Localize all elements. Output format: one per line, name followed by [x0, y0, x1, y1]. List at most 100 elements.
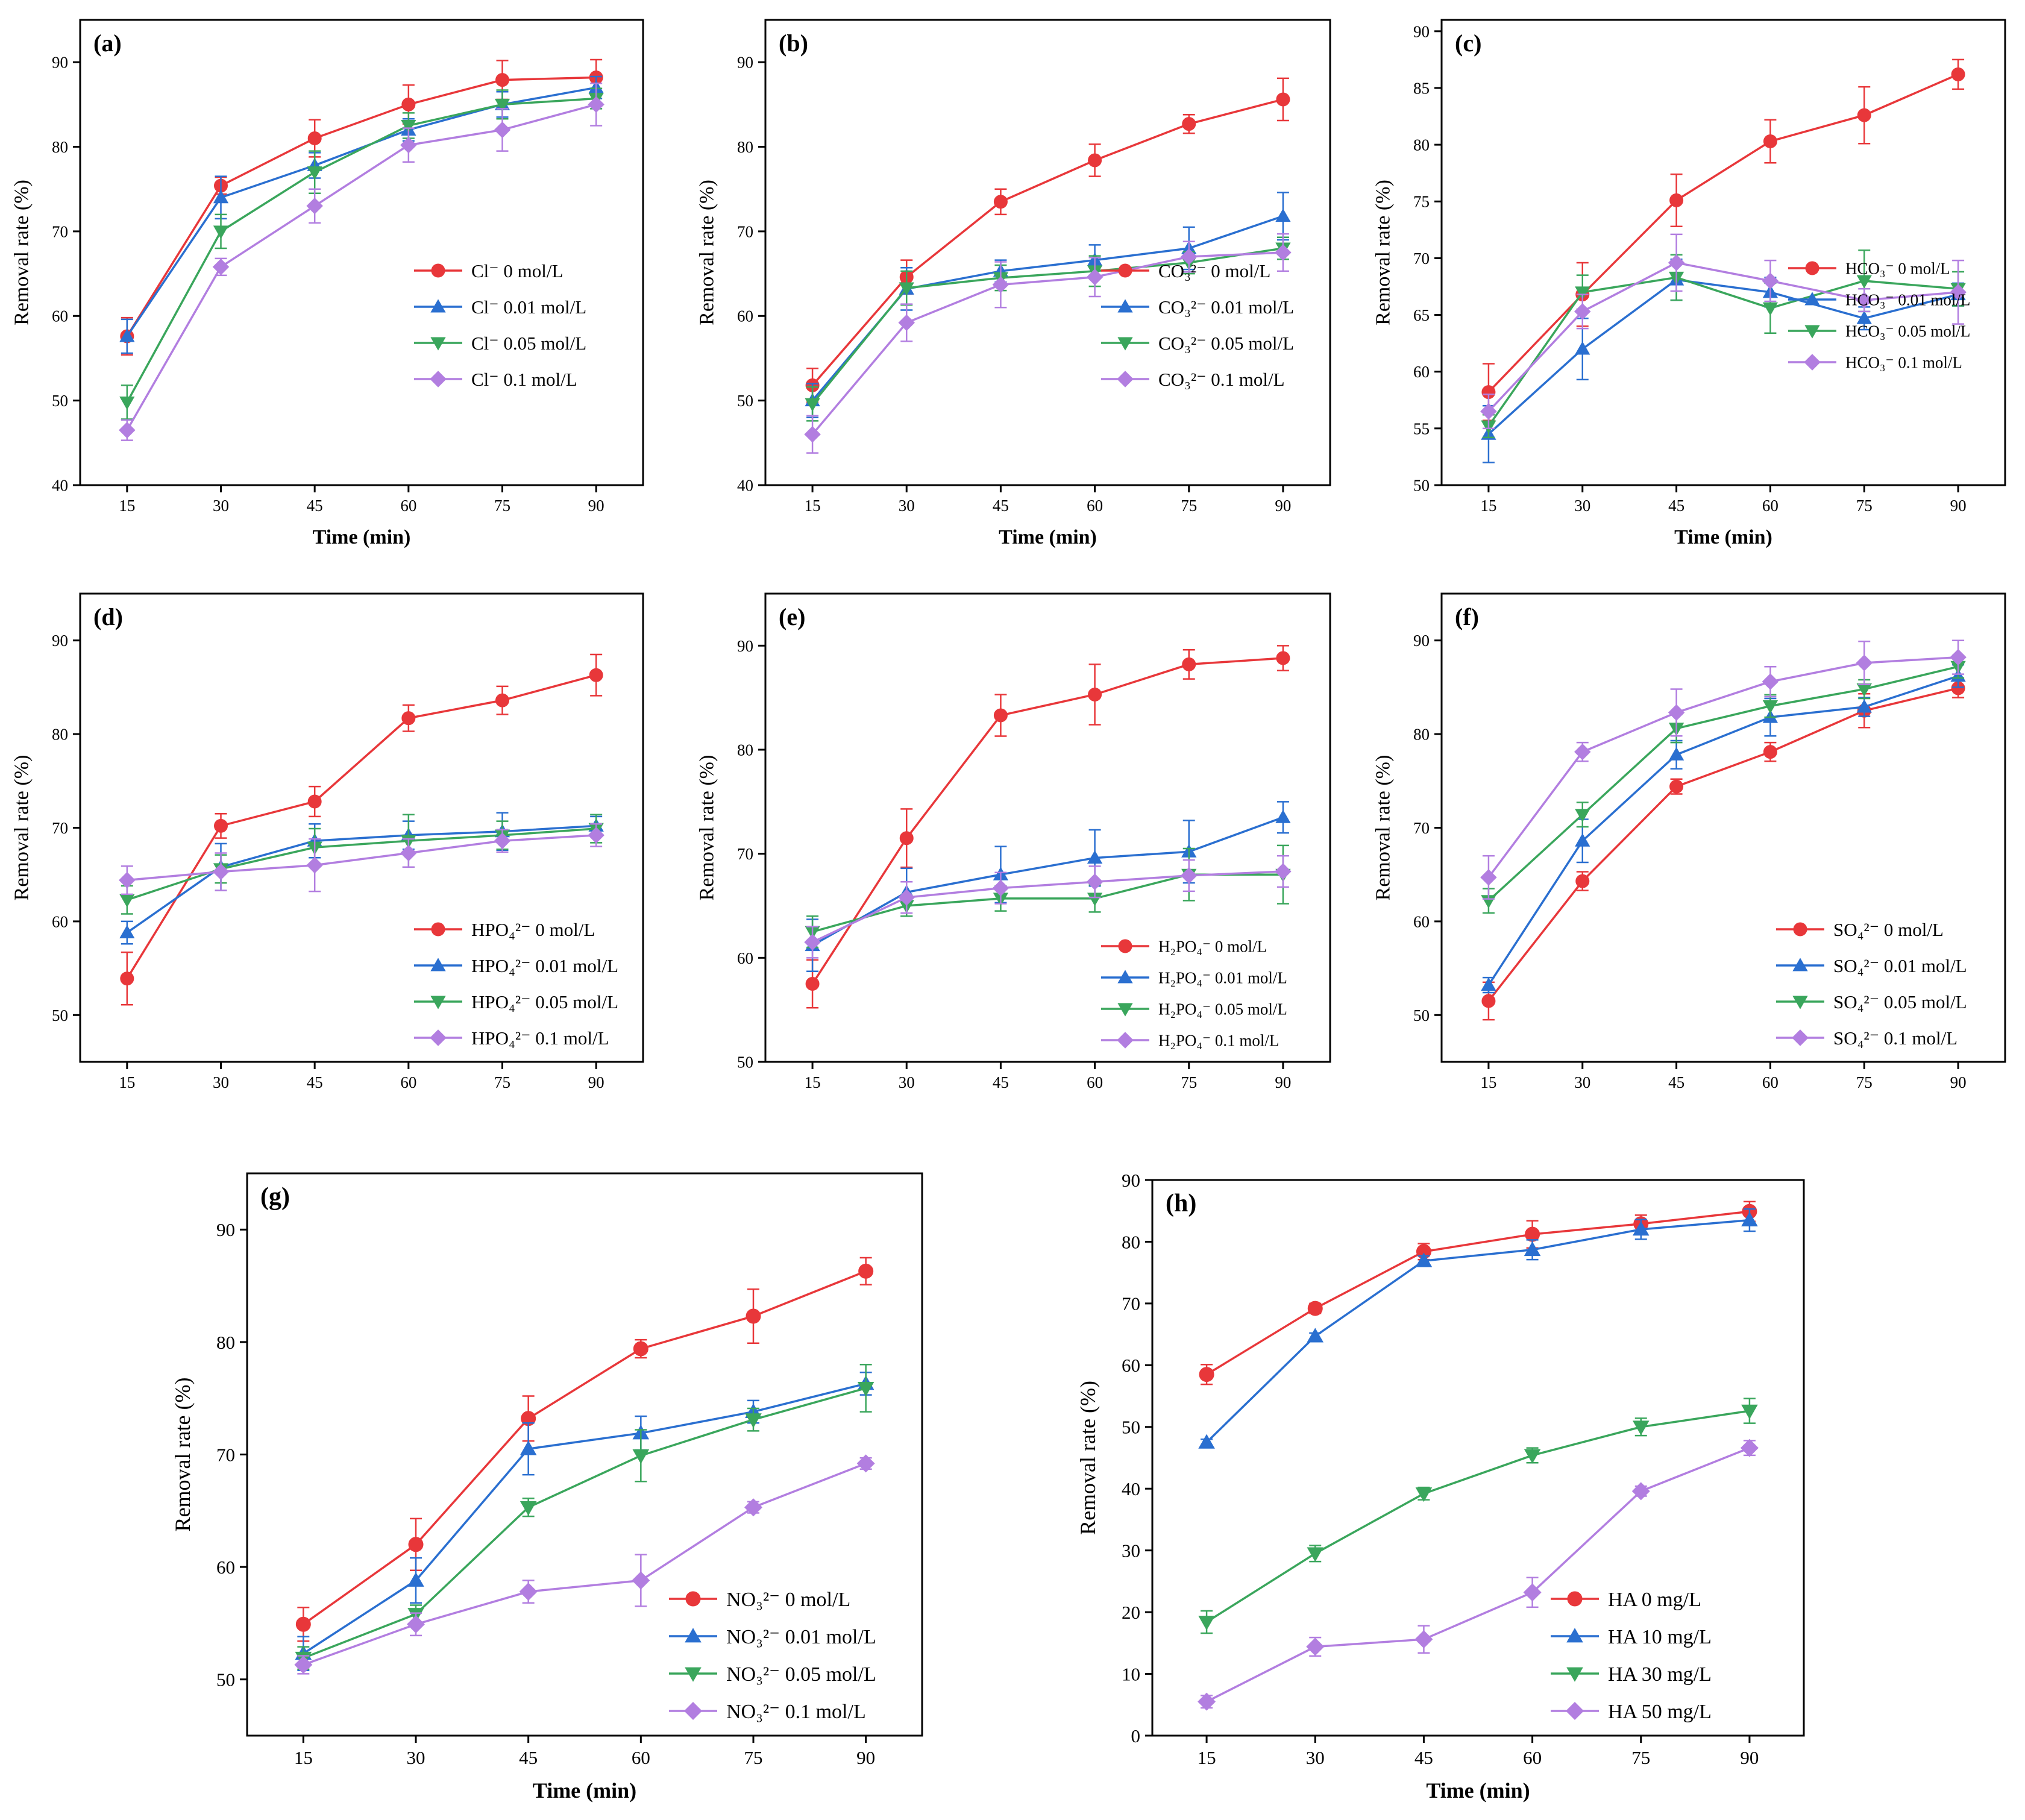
y-tick-label: 50	[737, 1053, 753, 1071]
panel-label: (a)	[93, 30, 122, 57]
x-tick-label: 30	[899, 1073, 915, 1091]
y-tick-label: 70	[52, 819, 68, 837]
x-tick-label: 75	[744, 1747, 763, 1768]
legend-label: H₂PO₄⁻ 0.01 mol/L	[1158, 968, 1287, 987]
data-point	[1524, 1449, 1541, 1464]
data-point	[1575, 341, 1590, 355]
data-point	[494, 98, 510, 113]
data-point	[519, 1583, 538, 1601]
legend: HA 0 mg/L HA 10 mg/L HA 30 mg/L HA 50 mg/L	[1551, 1589, 1712, 1723]
series-line	[812, 870, 1283, 944]
x-tick-label: 75	[1181, 497, 1197, 515]
series-line	[127, 834, 597, 882]
x-tick-label: 45	[307, 1073, 323, 1091]
data-point	[993, 708, 1008, 723]
data-point	[119, 894, 135, 908]
data-point	[494, 832, 511, 850]
data-point	[212, 259, 230, 275]
series-3	[119, 823, 604, 896]
y-tick-label: 80	[1413, 726, 1430, 744]
legend-marker	[430, 299, 446, 313]
legend-marker	[1117, 371, 1134, 388]
x-tick-label: 30	[213, 1073, 229, 1091]
y-tick-label: 90	[52, 54, 68, 72]
series-line	[1487, 276, 1959, 427]
legend-marker	[1117, 1003, 1133, 1017]
data-point	[1762, 302, 1779, 316]
data-point	[588, 96, 604, 113]
data-point	[1763, 745, 1777, 759]
data-point	[1668, 254, 1685, 271]
series-line	[812, 873, 1283, 933]
legend-label: H₂PO₄⁻ 0.05 mol/L	[1158, 1000, 1287, 1018]
data-point	[408, 1537, 424, 1552]
data-point	[1741, 1211, 1758, 1226]
data-point	[1762, 272, 1779, 289]
data-point	[1856, 699, 1872, 713]
legend-label: CO₃²⁻ 0.01 mol/L	[1158, 297, 1294, 318]
panel-c: 15 30 45 60 75 90 50 55 60 65 70 75 80 85 90 Time (min)…	[1372, 19, 2006, 548]
series-line	[303, 1270, 867, 1625]
legend-marker	[1792, 1029, 1809, 1046]
data-point	[1668, 747, 1684, 761]
legend: HCO₃⁻ 0 mol/L HCO₃⁻ 0.01 mol/L HCO₃⁻ 0.05 …	[1788, 259, 1970, 371]
legend-label: CO₃²⁻ 0.1 mol/L	[1158, 369, 1285, 390]
y-tick-label: 60	[52, 912, 68, 930]
data-point	[1181, 248, 1198, 265]
y-tick-label: 60	[216, 1557, 235, 1578]
data-point	[1574, 743, 1591, 761]
legend-label: HPO₄²⁻ 0.1 mol/L	[471, 1028, 609, 1049]
data-point	[1857, 108, 1871, 122]
y-tick-label: 80	[1122, 1231, 1140, 1252]
y-tick-label: 10	[1122, 1663, 1140, 1684]
series-3	[804, 855, 1292, 959]
data-point	[1181, 867, 1198, 884]
data-point	[805, 977, 820, 991]
data-point	[401, 711, 416, 726]
legend-marker	[685, 1591, 701, 1607]
data-point	[632, 1571, 650, 1590]
x-axis-label: Time (min)	[313, 526, 411, 548]
data-point	[495, 73, 509, 87]
series-line	[812, 816, 1284, 947]
legend-label: HA 30 mg/L	[1608, 1663, 1712, 1686]
data-point	[1856, 275, 1872, 289]
y-tick-label: 90	[1413, 632, 1430, 650]
data-point	[898, 314, 915, 331]
data-point	[1182, 117, 1196, 131]
data-point	[119, 396, 135, 410]
data-point	[213, 225, 229, 239]
series-line	[126, 824, 597, 934]
data-point	[992, 879, 1009, 897]
data-point	[1481, 994, 1496, 1008]
data-point	[1086, 268, 1104, 286]
data-point	[1950, 648, 1967, 666]
data-point	[407, 1615, 425, 1634]
data-point	[898, 889, 915, 906]
series-0	[805, 645, 1290, 1009]
y-tick-label: 70	[52, 222, 68, 240]
plot-frame	[1151, 1179, 1805, 1737]
x-tick-label: 60	[1523, 1747, 1542, 1768]
legend-label: HCO₃⁻ 0 mol/L	[1845, 259, 1950, 277]
data-point	[1740, 1439, 1759, 1457]
data-point	[306, 856, 323, 874]
x-tick-label: 90	[588, 497, 604, 515]
data-point	[1632, 1221, 1650, 1236]
series-line	[126, 86, 597, 337]
data-point	[401, 97, 416, 111]
data-point	[1198, 1692, 1216, 1711]
y-tick-label: 50	[52, 392, 68, 410]
panel-a: 15 30 45 60 75 90 40 50 60 70 80 90 Time (min) Remova…	[10, 19, 644, 548]
data-point	[401, 119, 416, 134]
data-point	[212, 863, 230, 880]
y-tick-label: 60	[52, 307, 68, 325]
series-line	[303, 1387, 867, 1659]
x-tick-label: 75	[1631, 1747, 1650, 1768]
data-point	[214, 818, 228, 833]
y-tick-label: 90	[737, 637, 753, 655]
y-axis-label: Removal rate (%)	[1076, 1381, 1100, 1535]
legend-label: NO₃²⁻ 0.05 mol/L	[726, 1663, 876, 1686]
series-line	[1487, 675, 1959, 986]
y-tick-label: 60	[737, 307, 753, 325]
